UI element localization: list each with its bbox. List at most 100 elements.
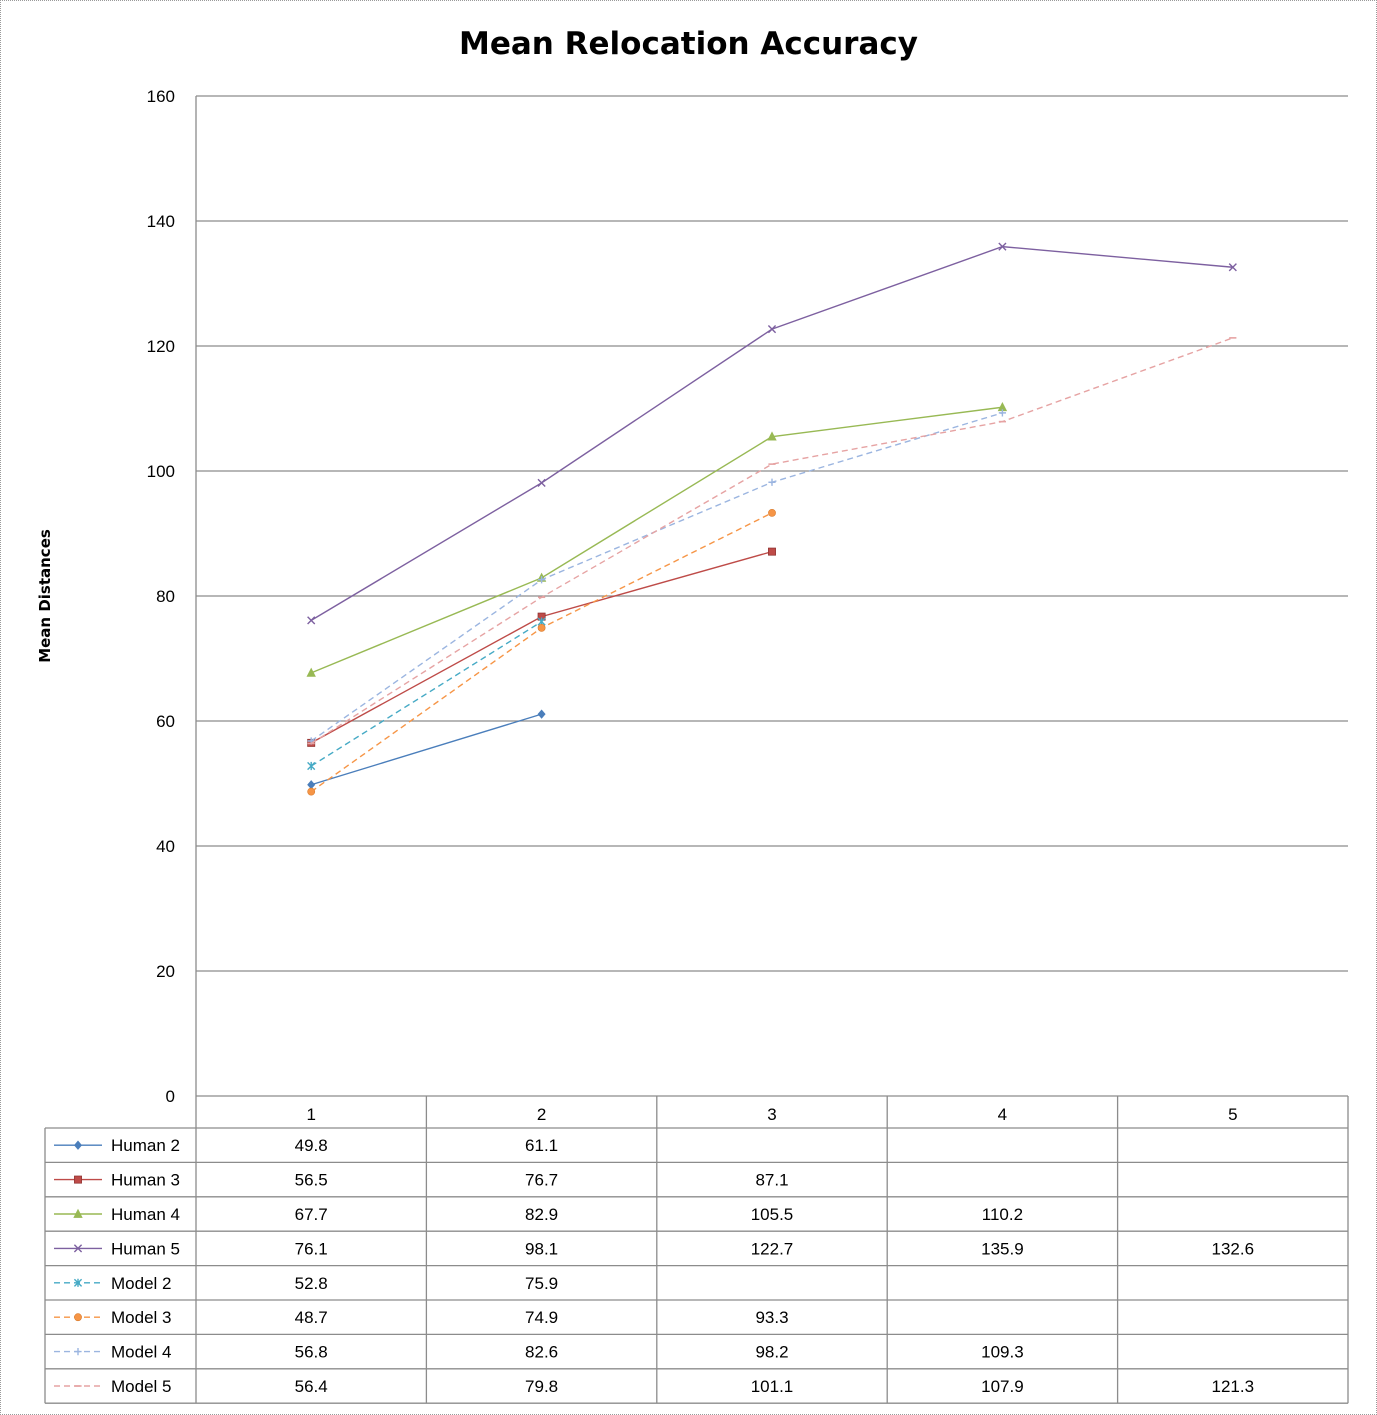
x-marker bbox=[998, 242, 1007, 251]
x-category-label: 2 bbox=[537, 1105, 546, 1124]
y-tick-label: 60 bbox=[156, 712, 175, 731]
table-cell-value: 82.9 bbox=[525, 1205, 558, 1224]
x-category-label: 5 bbox=[1228, 1105, 1237, 1124]
series-line-model-4 bbox=[310, 412, 1003, 742]
table-cell-value: 67.7 bbox=[295, 1205, 328, 1224]
triangle-marker bbox=[306, 667, 316, 677]
data-point-model-3 bbox=[307, 787, 316, 796]
x-category-label: 1 bbox=[306, 1105, 315, 1124]
y-tick-label: 160 bbox=[147, 87, 175, 106]
table-cell-value: 135.9 bbox=[981, 1239, 1024, 1258]
table-cell-value: 61.1 bbox=[525, 1136, 558, 1155]
triangle-marker bbox=[767, 431, 777, 441]
plus-marker bbox=[74, 1348, 82, 1356]
data-point-human-2 bbox=[537, 709, 546, 719]
x-marker bbox=[767, 325, 777, 334]
table-cell-value: 101.1 bbox=[751, 1377, 794, 1396]
y-tick-label: 0 bbox=[166, 1087, 175, 1106]
table-cell-value: 74.9 bbox=[525, 1308, 558, 1327]
series-line-model-3 bbox=[310, 512, 773, 793]
table-cell-value: 56.8 bbox=[295, 1343, 328, 1362]
table-cell-value: 98.1 bbox=[525, 1239, 558, 1258]
data-point-human-5 bbox=[537, 478, 546, 487]
diamond-marker bbox=[307, 780, 316, 790]
x-category-label: 3 bbox=[767, 1105, 776, 1124]
table-cell-value: 75.9 bbox=[525, 1274, 558, 1293]
chart-title: Mean Relocation Accuracy bbox=[459, 26, 918, 62]
series-line-model-5 bbox=[310, 337, 1234, 745]
data-point-human-5 bbox=[998, 242, 1007, 251]
legend-label-model-5: Model 5 bbox=[111, 1377, 171, 1396]
table-cell-value: 107.9 bbox=[981, 1377, 1024, 1396]
star-marker bbox=[73, 1278, 83, 1287]
table-cell-value: 132.6 bbox=[1212, 1239, 1255, 1258]
data-point-model-4 bbox=[998, 409, 1006, 417]
data-point-model-4 bbox=[538, 576, 546, 584]
table-cell-value: 105.5 bbox=[751, 1205, 794, 1224]
legend-key-marker-human-2 bbox=[74, 1140, 82, 1150]
data-point-human-4 bbox=[306, 667, 316, 677]
diamond-marker bbox=[537, 709, 546, 719]
plus-marker bbox=[768, 478, 776, 486]
x-marker bbox=[1228, 263, 1237, 272]
legend-label-human-5: Human 5 bbox=[111, 1239, 180, 1258]
table-cell-value: 122.7 bbox=[751, 1239, 794, 1258]
series-line-human-4 bbox=[310, 406, 1003, 674]
table-cell-value: 121.3 bbox=[1212, 1377, 1255, 1396]
y-tick-label: 120 bbox=[147, 337, 175, 356]
circle-marker bbox=[74, 1313, 82, 1322]
table-cell-value: 76.1 bbox=[295, 1239, 328, 1258]
legend-key-marker-model-4 bbox=[74, 1348, 82, 1356]
table-cell-value: 87.1 bbox=[755, 1171, 788, 1190]
y-tick-label: 20 bbox=[156, 962, 175, 981]
table-cell-value: 109.3 bbox=[981, 1343, 1024, 1362]
x-marker bbox=[537, 478, 546, 487]
series-line-model-2 bbox=[310, 621, 542, 767]
legend-key-marker-human-5 bbox=[73, 1244, 83, 1253]
y-tick-label: 40 bbox=[156, 837, 175, 856]
plus-marker bbox=[538, 576, 546, 584]
table-cell-value: 56.4 bbox=[295, 1377, 328, 1396]
legend-label-model-3: Model 3 bbox=[111, 1308, 171, 1327]
star-marker bbox=[307, 761, 316, 771]
legend-label-human-2: Human 2 bbox=[111, 1136, 180, 1155]
table-cell-value: 52.8 bbox=[295, 1274, 328, 1293]
y-tick-label: 100 bbox=[147, 462, 175, 481]
data-point-model-3 bbox=[537, 623, 546, 632]
triangle-marker bbox=[73, 1208, 83, 1218]
circle-marker bbox=[768, 508, 776, 517]
table-cell-value: 56.5 bbox=[295, 1171, 328, 1190]
table-cell-value: 79.8 bbox=[525, 1377, 558, 1396]
square-marker bbox=[768, 547, 776, 556]
table-cell-value: 98.2 bbox=[755, 1343, 788, 1362]
data-point-human-2 bbox=[307, 780, 316, 790]
data-point-human-5 bbox=[767, 325, 777, 334]
legend-label-human-3: Human 3 bbox=[111, 1171, 180, 1190]
legend-key-marker-model-2 bbox=[73, 1278, 83, 1287]
square-marker bbox=[74, 1175, 82, 1184]
x-marker bbox=[307, 616, 316, 625]
data-point-model-2 bbox=[307, 761, 316, 771]
legend-label-model-2: Model 2 bbox=[111, 1274, 171, 1293]
table-cell-value: 76.7 bbox=[525, 1171, 558, 1190]
table-cell-value: 48.7 bbox=[295, 1308, 328, 1327]
data-point-human-5 bbox=[307, 616, 316, 625]
table-cell-value: 110.2 bbox=[982, 1205, 1023, 1224]
data-point-human-3 bbox=[768, 547, 776, 556]
legend-key-marker-human-3 bbox=[74, 1175, 82, 1184]
legend-key-marker-human-4 bbox=[73, 1208, 83, 1218]
data-point-model-4 bbox=[768, 478, 776, 486]
table-cell-value: 49.8 bbox=[295, 1136, 328, 1155]
circle-marker bbox=[307, 787, 316, 796]
x-category-label: 4 bbox=[998, 1105, 1007, 1124]
legend-key-marker-model-3 bbox=[74, 1313, 82, 1322]
table-cell-value: 93.3 bbox=[755, 1308, 788, 1327]
data-point-model-3 bbox=[768, 508, 776, 517]
data-point-human-4 bbox=[767, 431, 777, 441]
y-tick-label: 80 bbox=[156, 587, 175, 606]
plus-marker bbox=[998, 409, 1006, 417]
data-point-human-5 bbox=[1228, 263, 1237, 272]
series-line-human-2 bbox=[310, 713, 542, 786]
table-cell-value: 82.6 bbox=[525, 1343, 558, 1362]
